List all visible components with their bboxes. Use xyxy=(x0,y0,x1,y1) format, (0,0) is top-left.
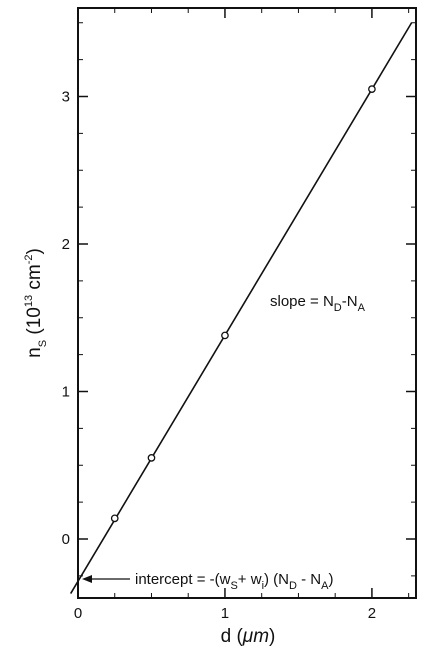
y-axis-title-close: ) xyxy=(24,248,45,254)
intercept-mid1: + w xyxy=(238,571,262,588)
y-axis-title-n-sub: S xyxy=(37,340,49,347)
ticks xyxy=(77,8,416,598)
x-axis-title-main: d ( xyxy=(221,626,244,647)
y-axis-title-open: (10 xyxy=(24,307,45,340)
y-axis-title-n: n xyxy=(24,347,45,358)
intercept-sub-d: D xyxy=(289,580,297,592)
tick-labels: 0 1 2 3 0 1 2 xyxy=(62,89,376,623)
x-axis-title-unit: μm xyxy=(242,626,269,647)
x-axis-title-close: ) xyxy=(269,626,275,647)
intercept-text: intercept = -(w xyxy=(135,571,231,588)
data-point xyxy=(110,514,119,523)
slope-annotation: slope = ND-NA xyxy=(270,293,366,314)
data-point xyxy=(221,331,229,340)
intercept-close: ) xyxy=(328,571,333,588)
y-axis-title-unit: cm xyxy=(24,264,45,295)
data-points xyxy=(110,85,376,523)
y-tick-label: 0 xyxy=(62,531,70,548)
intercept-annotation: intercept = -(wS+ wi) (ND - NA) xyxy=(135,571,333,592)
y-tick-label: 1 xyxy=(62,384,70,401)
slope-sub-d: D xyxy=(334,302,342,314)
data-point xyxy=(147,454,156,462)
intercept-mid2: ) (N xyxy=(264,571,289,588)
x-tick-label: 1 xyxy=(221,605,229,622)
slope-mid: -N xyxy=(342,293,358,310)
fit-line xyxy=(69,22,413,594)
x-tick-label: 0 xyxy=(74,605,82,622)
x-axis-title: d (μm) xyxy=(221,626,276,647)
intercept-sub-s: S xyxy=(230,580,237,592)
data-point xyxy=(368,85,376,93)
fit-line-group xyxy=(69,22,413,594)
y-tick-label: 3 xyxy=(62,89,70,106)
x-tick-label: 2 xyxy=(368,605,376,622)
intercept-sub-a: A xyxy=(321,580,329,592)
intercept-mid3: - N xyxy=(297,571,321,588)
intercept-sub-i: i xyxy=(262,580,264,592)
slope-text: slope = N xyxy=(270,293,334,310)
y-axis-title: nS (1013 cm-2) xyxy=(23,248,49,358)
plot-frame xyxy=(77,7,417,599)
y-axis-title-exp: 13 xyxy=(23,295,35,307)
slope-sub-a: A xyxy=(358,302,366,314)
intercept-arrow-head xyxy=(82,575,92,583)
y-axis-title-unit-exp: -2 xyxy=(23,255,35,265)
y-tick-label: 2 xyxy=(62,236,70,253)
